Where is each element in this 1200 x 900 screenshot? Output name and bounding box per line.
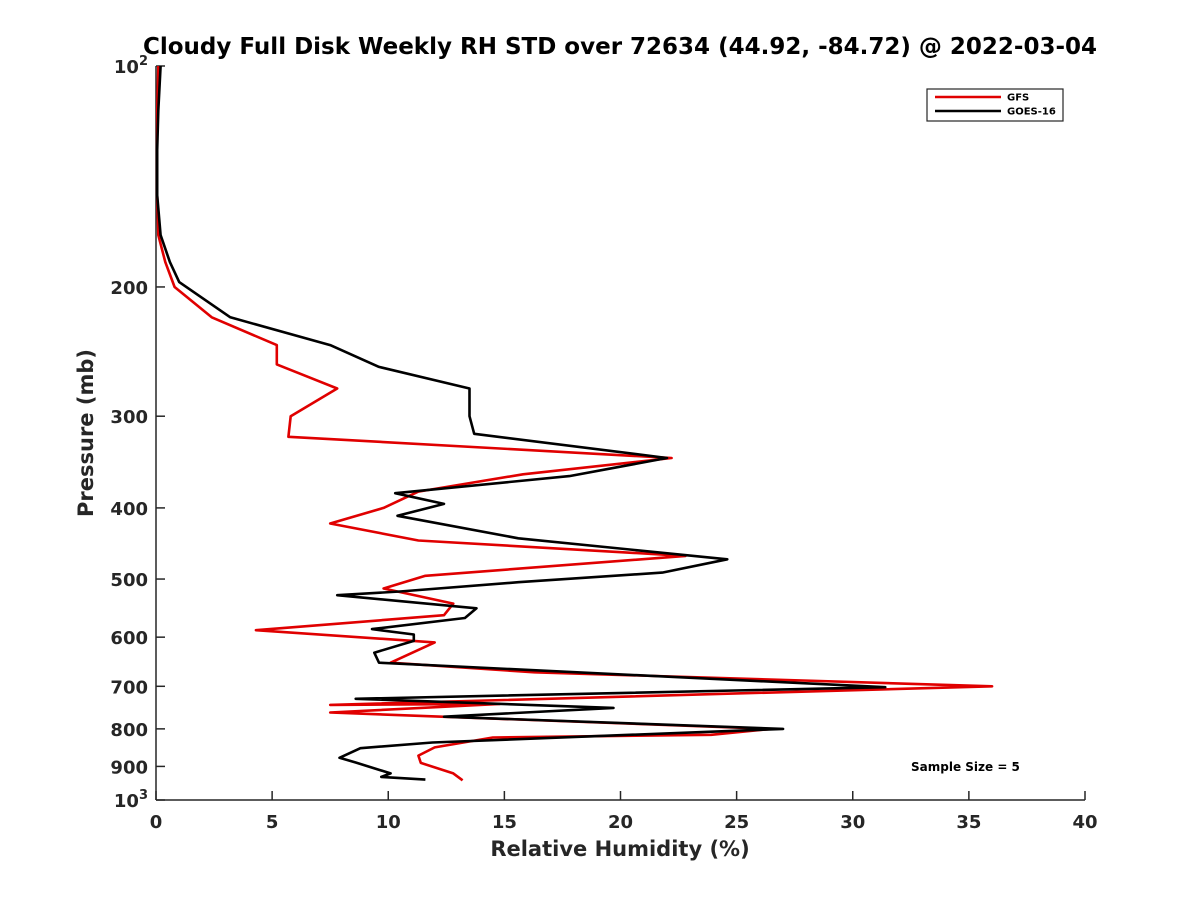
series-line-gfs — [155, 65, 994, 782]
y-tick-label: 800 — [110, 720, 148, 741]
y-tick-label: 900 — [110, 757, 148, 778]
y-tick-label: 700 — [110, 677, 148, 698]
y-tick-label: 500 — [110, 570, 148, 591]
y-tick-label-exponent: 3 — [139, 788, 148, 803]
y-tick-label: 102 — [114, 54, 148, 78]
x-axis-label: Relative Humidity (%) — [490, 837, 749, 861]
sample-size-annotation: Sample Size = 5 — [911, 760, 1020, 774]
x-axis-ticks: 0 5 10 15 20 25 30 35 40 — [150, 791, 1098, 833]
y-tick-label: 200 — [110, 278, 148, 299]
plot-area — [155, 66, 1085, 801]
x-tick-label: 15 — [492, 812, 517, 833]
y-tick-label-base: 10 — [114, 57, 139, 78]
y-tick-label: 103 — [114, 788, 148, 812]
x-tick-label: 5 — [266, 812, 279, 833]
y-tick-label: 600 — [110, 628, 148, 649]
y-axis-label: Pressure (mb) — [74, 349, 98, 517]
series-layer — [155, 65, 994, 782]
series-line-goes-16 — [155, 65, 887, 781]
chart-title: Cloudy Full Disk Weekly RH STD over 7263… — [143, 34, 1097, 60]
legend-label-gfs: GFS — [1007, 93, 1029, 104]
x-tick-label: 40 — [1072, 812, 1097, 833]
x-tick-label: 25 — [724, 812, 749, 833]
legend-label-goes-16: GOES-16 — [1007, 107, 1056, 118]
legend: GFS GOES-16 — [926, 88, 1064, 122]
y-tick-label-base: 10 — [114, 791, 139, 812]
legend-box — [926, 88, 1064, 122]
x-tick-label: 20 — [608, 812, 633, 833]
x-tick-label: 0 — [150, 812, 163, 833]
x-tick-label: 10 — [376, 812, 401, 833]
y-tick-label: 400 — [110, 499, 148, 520]
x-tick-label: 35 — [956, 812, 981, 833]
y-tick-label-exponent: 2 — [139, 54, 148, 69]
x-tick-label: 30 — [840, 812, 865, 833]
y-tick-label: 300 — [110, 407, 148, 428]
